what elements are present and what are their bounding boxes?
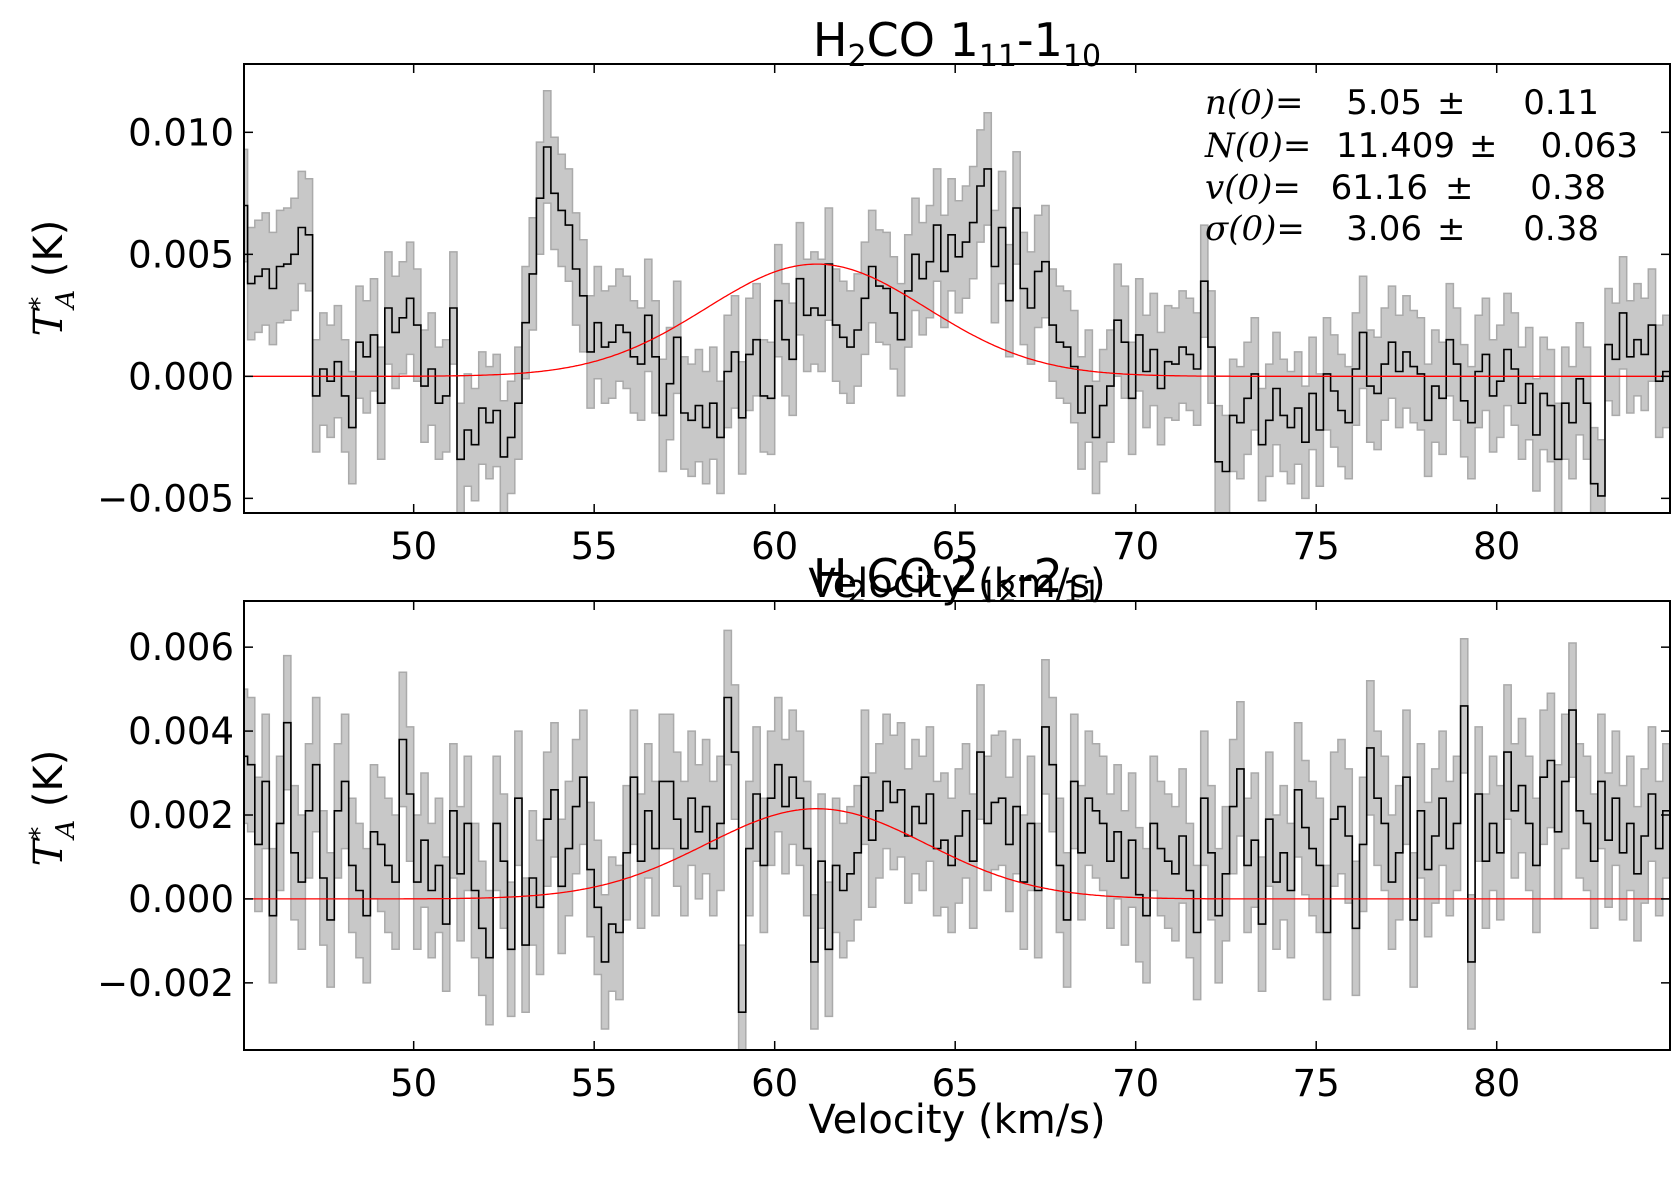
error-band-layer: [244, 629, 1670, 1050]
svg-text:n(0)=: n(0)=: [1205, 83, 1304, 123]
fit-param-n: n(0)= 5.05 ± 0.11: [1205, 83, 1599, 123]
x-tick-label: 60: [751, 1062, 798, 1105]
svg-text:0.11: 0.11: [1523, 83, 1599, 123]
x-tick-label: 75: [1293, 1062, 1340, 1105]
svg-text:61.16: 61.16: [1331, 168, 1428, 208]
x-tick-label: 75: [1293, 525, 1340, 568]
fit-param-v: v(0)= 61.16 ± 0.38: [1205, 168, 1606, 208]
chart-title: H2CO 212-211: [813, 549, 1101, 610]
tick-layer: 50 55 60 65 70 75 80 −0.005 0.000 0.005 0.010: [97, 64, 1670, 568]
svg-text:5.05: 5.05: [1346, 83, 1422, 123]
y-tick-label: 0.000: [128, 878, 234, 921]
x-tick-label: 70: [1112, 1062, 1159, 1105]
y-tick-label: 0.000: [128, 355, 234, 398]
spectrum-line: [244, 696, 1670, 1013]
spectrum-layer: [244, 146, 1670, 497]
x-axis-label: Velocity (km/s): [808, 561, 1105, 607]
fit-param-sigma: σ(0)= 3.06 ± 0.38: [1205, 209, 1599, 249]
spectrum-layer: [244, 696, 1670, 1013]
y-tick-label: −0.005: [97, 477, 234, 520]
y-tick-label: 0.006: [128, 626, 234, 669]
x-tick-label: 55: [571, 525, 618, 568]
fit-layer: [244, 808, 1670, 900]
y-tick-label: 0.004: [128, 710, 234, 753]
plot-frame: [243, 600, 1671, 1051]
spectrum-line: [244, 146, 1670, 497]
y-tick-label: 0.002: [128, 794, 234, 837]
svg-text:±: ±: [1437, 83, 1466, 123]
svg-text:0.063: 0.063: [1541, 126, 1638, 166]
panel-h2co-111-110: 50 55 60 65 70 75 80 −0.005 0.000 0.005 0.010 H2CO…: [25, 13, 1671, 607]
svg-text:±: ±: [1445, 168, 1474, 208]
plot-frame: [243, 63, 1671, 514]
tick-layer: 50 55 60 65 70 75 80 −0.002 0.000 0.002 0.004 0.006: [97, 601, 1670, 1105]
y-tick-label: 0.010: [128, 111, 234, 154]
chart-title: H2CO 111-110: [813, 13, 1101, 74]
svg-text:N(0)=: N(0)=: [1204, 126, 1311, 166]
fit-layer: [244, 263, 1670, 377]
y-tick-label: 0.005: [128, 233, 234, 276]
svg-text:0.38: 0.38: [1530, 168, 1606, 208]
x-tick-label: 65: [932, 1062, 979, 1105]
svg-text:σ(0)=: σ(0)=: [1205, 209, 1305, 249]
x-tick-label: 55: [571, 1062, 618, 1105]
svg-text:0.38: 0.38: [1523, 209, 1599, 249]
x-tick-label: 60: [751, 525, 798, 568]
y-tick-label: −0.002: [97, 962, 234, 1005]
x-axis-label: Velocity (km/s): [808, 1097, 1105, 1143]
x-tick-label: 80: [1473, 525, 1520, 568]
gaussian-fit-line: [244, 263, 1670, 377]
svg-text:11.409: 11.409: [1336, 126, 1455, 166]
x-tick-label: 50: [390, 525, 437, 568]
y-axis-label: T*A (K): [25, 220, 81, 337]
x-tick-label: 80: [1473, 1062, 1520, 1105]
svg-text:±: ±: [1469, 126, 1498, 166]
svg-text:v(0)=: v(0)=: [1205, 168, 1301, 208]
error-band: [244, 629, 1670, 1050]
error-band-layer: [244, 90, 1670, 513]
fit-param-N: N(0)= 11.409 ± 0.063: [1204, 126, 1638, 166]
svg-text:3.06: 3.06: [1346, 209, 1422, 249]
gaussian-fit-line: [244, 808, 1670, 900]
svg-text:±: ±: [1437, 209, 1466, 249]
x-tick-label: 65: [932, 525, 979, 568]
panel-h2co-212-211: 50 55 60 65 70 75 80 −0.002 0.000 0.002 0.004 0.006…: [25, 549, 1671, 1143]
x-tick-label: 70: [1112, 525, 1159, 568]
y-axis-label: T*A (K): [25, 750, 81, 867]
error-band: [244, 90, 1670, 513]
fit-parameters: n(0)= 5.05 ± 0.11 N(0)= 11.409 ± 0.063 v…: [1204, 83, 1638, 249]
x-tick-label: 50: [390, 1062, 437, 1105]
